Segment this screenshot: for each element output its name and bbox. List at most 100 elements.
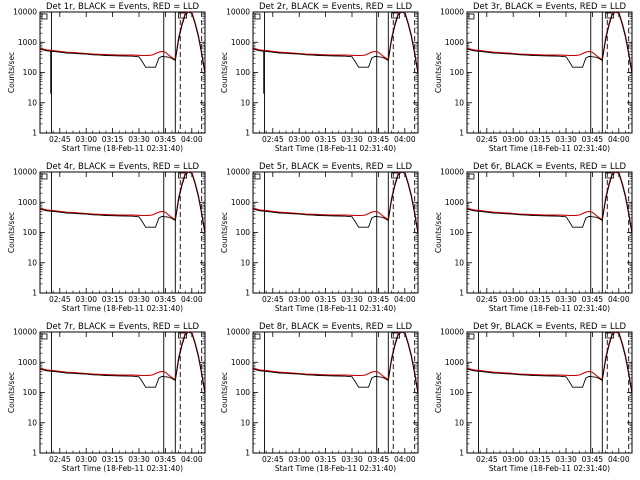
series-lld-line (467, 12, 632, 73)
y-tick-label: 1 (32, 289, 37, 298)
x-tick-label: 03:30 (128, 455, 150, 464)
x-tick-label: 03:15 (529, 455, 551, 464)
series-lld-line (40, 332, 205, 393)
x-tick-label: 03:45 (368, 295, 390, 304)
x-tick-label: 03:45 (155, 455, 177, 464)
x-tick-label: 03:15 (102, 295, 124, 304)
series-lld-line (253, 172, 418, 233)
x-tick-label: 03:00 (288, 295, 310, 304)
top-box (605, 332, 614, 339)
panel-title: Det 7r, BLACK = Events, RED = LLD (46, 322, 200, 332)
x-tick-label: 03:15 (529, 295, 551, 304)
x-tick-label: 02:45 (262, 135, 284, 144)
x-tick-label: 03:45 (155, 135, 177, 144)
x-tick-label: 03:45 (582, 455, 604, 464)
y-axis-label: Counts/sec (7, 372, 16, 413)
top-box (391, 12, 401, 19)
x-tick-label: 04:00 (608, 455, 630, 464)
x-axis-label: Start Time (18-Feb-11 02:31:40) (62, 304, 183, 313)
corner-box (41, 333, 48, 340)
x-tick-label: 04:00 (181, 455, 203, 464)
corner-box (41, 173, 48, 180)
panel-title: Det 9r, BLACK = Events, RED = LLD (473, 322, 627, 332)
x-tick-label: 02:45 (476, 135, 498, 144)
panel-title: Det 6r, BLACK = Events, RED = LLD (473, 162, 627, 172)
y-axis-label: Counts/sec (220, 372, 229, 413)
x-tick-label: 02:45 (476, 295, 498, 304)
y-tick-label: 1 (32, 449, 37, 458)
y-tick-label: 100 (236, 68, 251, 77)
x-tick-label: 03:30 (341, 135, 363, 144)
y-tick-label: 100 (450, 68, 465, 77)
y-tick-label: 10000 (13, 168, 37, 177)
y-tick-label: 1000 (18, 198, 37, 207)
plot-data (467, 332, 632, 453)
corner-box (468, 173, 475, 180)
y-tick-label: 100 (23, 68, 38, 77)
y-tick-label: 10 (27, 98, 37, 107)
x-axis-label: Start Time (18-Feb-11 02:31:40) (275, 464, 396, 473)
y-tick-label: 10 (27, 418, 37, 427)
y-tick-label: 1000 (231, 38, 250, 47)
x-tick-label: 03:45 (368, 135, 390, 144)
y-tick-label: 10 (454, 98, 464, 107)
x-axis-label: Start Time (18-Feb-11 02:31:40) (275, 144, 396, 153)
series-lld-line (253, 332, 418, 393)
x-tick-label: 03:30 (341, 295, 363, 304)
series-lld-line (40, 172, 205, 233)
panel-title: Det 4r, BLACK = Events, RED = LLD (46, 162, 200, 172)
y-tick-label: 10000 (13, 328, 37, 337)
corner-box (254, 333, 261, 340)
panel-det-4: Det 4r, BLACK = Events, RED = LLD 1 10 100 1… (7, 162, 206, 313)
x-tick-label: 02:45 (49, 135, 71, 144)
panel-det-7: Det 7r, BLACK = Events, RED = LLD 1 10 100 1… (7, 322, 206, 473)
y-tick-label: 1000 (231, 358, 250, 367)
y-tick-label: 10000 (226, 168, 250, 177)
x-tick-label: 03:15 (315, 455, 337, 464)
x-axis-label: Start Time (18-Feb-11 02:31:40) (489, 144, 610, 153)
y-tick-label: 10000 (13, 8, 37, 17)
plot-data (40, 12, 205, 133)
x-tick-label: 03:45 (155, 295, 177, 304)
series-lld-line (40, 12, 205, 73)
x-tick-label: 03:00 (75, 295, 97, 304)
series-events-line (40, 12, 205, 74)
panel-title: Det 2r, BLACK = Events, RED = LLD (259, 2, 413, 12)
x-tick-label: 03:15 (102, 135, 124, 144)
y-tick-label: 10 (454, 258, 464, 267)
x-tick-label: 04:00 (608, 295, 630, 304)
x-tick-label: 03:00 (502, 455, 524, 464)
y-tick-label: 100 (23, 228, 38, 237)
y-tick-label: 10 (27, 258, 37, 267)
x-tick-label: 04:00 (608, 135, 630, 144)
y-tick-label: 1 (245, 449, 250, 458)
top-box (178, 12, 188, 19)
series-events-line (467, 332, 632, 394)
top-box (178, 172, 188, 179)
x-tick-label: 02:45 (476, 455, 498, 464)
y-axis-label: Counts/sec (434, 372, 443, 413)
y-tick-label: 10 (240, 418, 250, 427)
panel-det-2: Det 2r, BLACK = Events, RED = LLD 1 10 100 1… (220, 2, 419, 153)
panel-det-5: Det 5r, BLACK = Events, RED = LLD 1 10 100 1… (220, 162, 419, 313)
x-tick-label: 03:30 (128, 135, 150, 144)
x-tick-label: 04:00 (394, 135, 416, 144)
y-axis-label: Counts/sec (7, 52, 16, 93)
x-tick-label: 03:00 (75, 455, 97, 464)
x-tick-label: 03:00 (502, 135, 524, 144)
y-tick-label: 100 (450, 228, 465, 237)
x-tick-label: 04:00 (394, 295, 416, 304)
y-tick-label: 1000 (445, 358, 464, 367)
panel-det-9: Det 9r, BLACK = Events, RED = LLD 1 10 100 1… (434, 322, 633, 473)
y-tick-label: 1000 (18, 358, 37, 367)
plot-data (40, 172, 205, 293)
x-tick-label: 04:00 (181, 295, 203, 304)
y-tick-label: 1000 (445, 198, 464, 207)
y-tick-label: 10000 (440, 168, 464, 177)
corner-box (468, 333, 475, 340)
series-lld-line (253, 12, 418, 73)
y-tick-label: 10000 (440, 8, 464, 17)
y-tick-label: 1 (459, 449, 464, 458)
series-events-line (467, 172, 632, 234)
